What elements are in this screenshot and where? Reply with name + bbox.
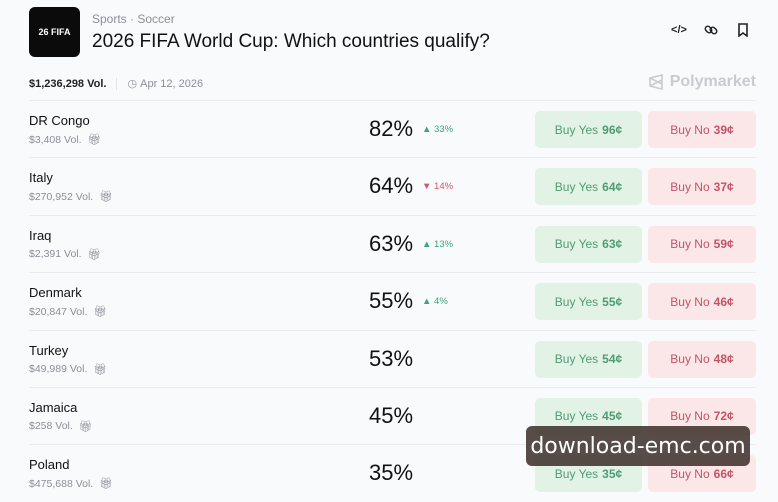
brand-name: Polymarket — [669, 73, 756, 90]
gift-icon[interactable]: 🎁︎ — [93, 306, 108, 319]
buy-no-label: Buy No — [670, 294, 710, 309]
gift-icon[interactable]: 🎁︎ — [78, 420, 93, 433]
buy-no-button[interactable]: Buy No 48¢ — [648, 340, 756, 378]
gift-icon[interactable]: 🎁︎ — [87, 134, 102, 146]
outcome-row[interactable]: Turkey $49,989 Vol. 🎁︎ 53% Buy Yes 54¢ Buy… — [29, 329, 756, 387]
volume-text: $258 Vol. — [29, 420, 73, 433]
outcome-row[interactable]: Denmark $20,847 Vol. 🎁︎ 55% ▲ 4% Buy Yes 5… — [29, 272, 756, 329]
polymarket-logo-icon — [648, 74, 663, 90]
country-volume: $258 Vol. 🎁︎ — [29, 420, 93, 433]
country-volume: $20,847 Vol. 🎁︎ — [29, 305, 108, 319]
buy-yes-label: Buy Yes — [554, 466, 599, 481]
buy-yes-button[interactable]: Buy Yes 63¢ — [535, 225, 642, 263]
buy-no-label: Buy No — [670, 179, 710, 194]
volume-text: $475,688 Vol. — [29, 477, 94, 490]
probability: 53% — [369, 345, 414, 371]
country-name: Jamaica — [29, 399, 78, 415]
no-price: 39¢ — [713, 122, 734, 137]
probability: 35% — [369, 460, 414, 486]
buy-no-button[interactable]: Buy No 39¢ — [648, 111, 756, 148]
change-badge: ▲ 4% — [422, 296, 448, 308]
buy-yes-label: Buy Yes — [554, 179, 599, 194]
no-price: 37¢ — [713, 179, 734, 194]
gift-icon[interactable]: 🎁︎ — [93, 363, 108, 376]
no-price: 66¢ — [713, 466, 734, 481]
change-badge: ▲ 33% — [422, 124, 454, 135]
polymarket-brand: Polymarket — [648, 73, 756, 91]
gift-icon[interactable]: 🎁︎ — [99, 478, 114, 491]
no-price: 72¢ — [713, 409, 734, 424]
buy-yes-label: Buy Yes — [554, 352, 599, 367]
yes-price: 64¢ — [602, 179, 623, 194]
country-name: Iraq — [29, 227, 52, 243]
country-name: Poland — [29, 457, 70, 473]
volume-text: $3,408 Vol. — [29, 133, 82, 146]
buy-no-label: Buy No — [670, 122, 710, 137]
country-volume: $270,952 Vol. 🎁︎ — [29, 190, 114, 204]
logo-text: 26 FIFA — [38, 26, 71, 37]
probability: 63% — [369, 230, 414, 256]
buy-yes-label: Buy Yes — [554, 409, 599, 424]
buy-yes-button[interactable]: Buy Yes 54¢ — [535, 340, 642, 378]
buy-yes-button[interactable]: Buy Yes 96¢ — [535, 111, 642, 148]
watermark: download-emc.com — [526, 426, 750, 466]
page-title: 2026 FIFA World Cup: Which countries qua… — [92, 31, 490, 52]
buy-yes-button[interactable]: Buy Yes 64¢ — [535, 168, 642, 206]
yes-price: 96¢ — [602, 122, 623, 137]
country-name: Denmark — [29, 285, 82, 301]
breadcrumb[interactable]: Sports · Soccer — [92, 12, 175, 26]
event-meta: $1,236,298 Vol. ◷ Apr 12, 2026 — [29, 77, 203, 90]
country-name: Turkey — [29, 342, 69, 358]
buy-no-label: Buy No — [670, 352, 710, 367]
buy-no-label: Buy No — [670, 409, 710, 424]
buy-no-button[interactable]: Buy No 37¢ — [648, 168, 756, 206]
country-name: DR Congo — [29, 113, 90, 128]
yes-price: 55¢ — [602, 294, 623, 309]
bookmark-icon[interactable] — [736, 22, 750, 38]
volume-text: $20,847 Vol. — [29, 305, 88, 318]
buy-yes-button[interactable]: Buy Yes 55¢ — [535, 283, 642, 321]
probability: 64% — [369, 173, 414, 199]
yes-price: 54¢ — [602, 352, 623, 367]
buy-no-label: Buy No — [670, 466, 710, 481]
yes-price: 35¢ — [602, 466, 623, 481]
no-price: 48¢ — [713, 352, 734, 367]
volume-text: $270,952 Vol. — [29, 190, 94, 203]
outcome-row[interactable]: DR Congo $3,408 Vol. 🎁︎ 82% ▲ 33% Buy Yes… — [29, 100, 756, 157]
header-actions: </> — [671, 22, 750, 38]
probability: 82% — [369, 116, 414, 141]
total-volume: $1,236,298 Vol. — [29, 77, 107, 90]
gift-icon[interactable]: 🎁︎ — [87, 248, 102, 261]
gift-icon[interactable]: 🎁︎ — [99, 191, 114, 204]
probability: 55% — [369, 288, 414, 314]
probability: 45% — [369, 402, 414, 428]
yes-price: 63¢ — [602, 237, 623, 252]
link-icon[interactable] — [704, 22, 718, 38]
outcome-row[interactable]: Italy $270,952 Vol. 🎁︎ 64% ▼ 14% Buy Yes 6… — [29, 157, 756, 214]
country-name: Italy — [29, 170, 53, 186]
volume-text: $2,391 Vol. — [29, 248, 82, 261]
embed-code-icon[interactable]: </> — [671, 24, 687, 36]
end-date: Apr 12, 2026 — [140, 77, 204, 90]
buy-no-label: Buy No — [670, 237, 710, 252]
change-badge: ▲ 13% — [422, 238, 454, 250]
no-price: 46¢ — [713, 294, 734, 309]
buy-no-button[interactable]: Buy No 59¢ — [648, 225, 756, 263]
buy-yes-label: Buy Yes — [554, 237, 599, 252]
country-volume: $3,408 Vol. 🎁︎ — [29, 133, 102, 147]
buy-yes-label: Buy Yes — [554, 294, 599, 309]
clock-icon: ◷ — [127, 78, 141, 90]
outcome-row[interactable]: Iraq $2,391 Vol. 🎁︎ 63% ▲ 13% Buy Yes 63¢ … — [29, 214, 756, 272]
no-price: 59¢ — [713, 237, 734, 252]
event-logo: 26 FIFA — [29, 7, 80, 57]
country-volume: $2,391 Vol. 🎁︎ — [29, 248, 102, 261]
yes-price: 45¢ — [602, 409, 623, 424]
country-volume: $475,688 Vol. 🎁︎ — [29, 477, 114, 491]
country-volume: $49,989 Vol. 🎁︎ — [29, 363, 107, 376]
change-badge: ▼ 14% — [422, 181, 454, 193]
divider — [116, 77, 118, 90]
buy-yes-label: Buy Yes — [554, 122, 599, 137]
volume-text: $49,989 Vol. — [29, 363, 88, 376]
buy-no-button[interactable]: Buy No 46¢ — [648, 283, 756, 321]
